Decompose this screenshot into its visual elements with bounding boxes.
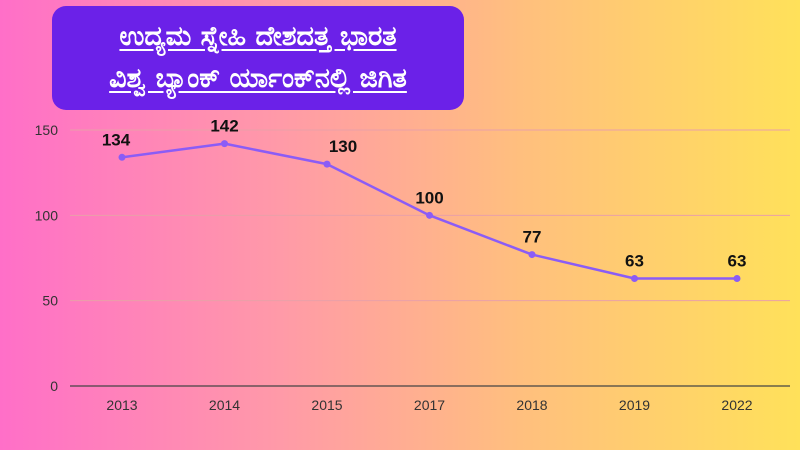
data-point xyxy=(221,140,228,148)
data-label: 63 xyxy=(728,251,747,270)
data-point xyxy=(426,211,433,219)
y-tick-label: 150 xyxy=(35,122,59,138)
data-point xyxy=(118,153,126,161)
x-tick-label: 2017 xyxy=(414,397,445,413)
chart-title-line-1: ಉದ್ಯಮ ಸ್ನೇಹಿ ದೇಶದತ್ತ ಭಾರತ xyxy=(119,21,397,52)
chart-title-line-2: ವಿಶ್ವ ಬ್ಯಾಂಕ್ ರ್ಯಾಂಕ್‌ನಲ್ಲಿ ಜಿಗಿತ xyxy=(109,63,407,94)
data-labels: 134 142 130 100 77 63 63 xyxy=(102,117,747,271)
data-label: 100 xyxy=(415,188,443,207)
data-label: 142 xyxy=(210,117,238,136)
x-tick-label: 2014 xyxy=(209,397,240,413)
x-tick-label: 2013 xyxy=(106,397,137,413)
y-tick-label: 50 xyxy=(42,293,58,309)
data-label: 77 xyxy=(523,228,542,247)
x-tick-label: 2022 xyxy=(721,397,752,413)
data-label: 63 xyxy=(625,251,644,270)
data-point xyxy=(323,160,331,168)
data-label: 134 xyxy=(102,130,131,149)
data-points xyxy=(118,140,741,282)
data-point xyxy=(631,274,638,282)
data-point xyxy=(528,251,536,259)
data-point xyxy=(733,274,741,282)
chart-title-box: ಉದ್ಯಮ ಸ್ನೇಹಿ ದೇಶದತ್ತ ಭಾರತ ವಿಶ್ವ ಬ್ಯಾಂಕ್ … xyxy=(52,6,464,110)
y-tick-label: 0 xyxy=(50,378,58,394)
axes: 0 50 100 150 2013 2014 2015 2017 2018 2019 2022 xyxy=(35,122,790,413)
series-line-layer xyxy=(121,142,737,280)
data-label: 130 xyxy=(329,137,357,156)
y-tick-label: 100 xyxy=(35,207,59,223)
x-tick-label: 2018 xyxy=(516,397,547,413)
x-tick-label: 2019 xyxy=(619,397,650,413)
x-tick-label: 2015 xyxy=(311,397,342,413)
series-line xyxy=(121,142,737,280)
